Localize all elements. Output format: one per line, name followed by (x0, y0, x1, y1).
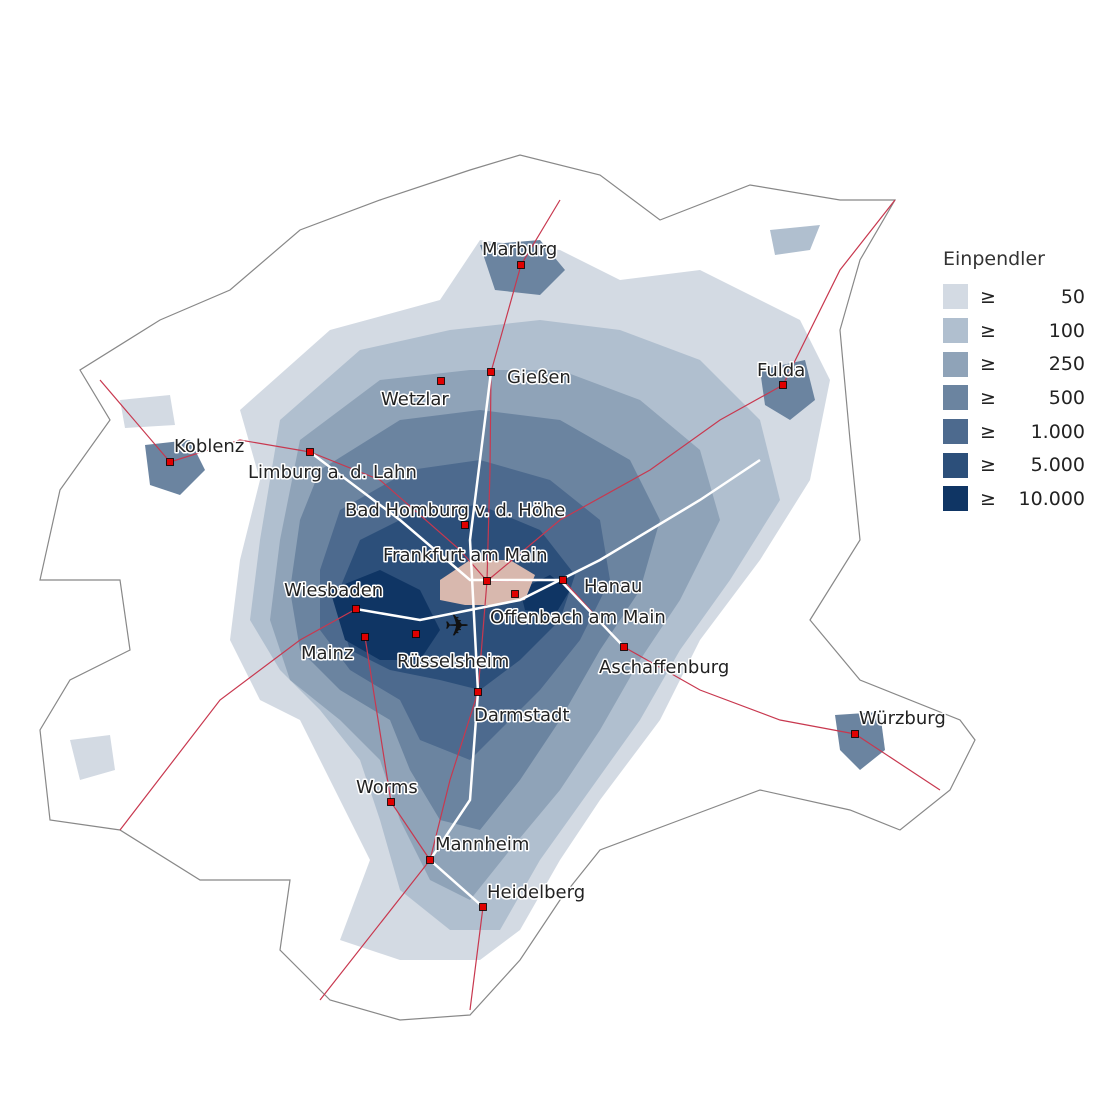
city-label: Heidelberg (487, 882, 585, 903)
legend-item: ≥ 10.000 (943, 482, 1093, 516)
city-marker (779, 381, 787, 389)
legend-item: ≥ 5.000 (943, 448, 1093, 482)
city-marker (517, 261, 525, 269)
city-marker (361, 633, 369, 641)
city-marker (511, 590, 519, 598)
city-label: Hanau (584, 576, 642, 597)
city-marker (437, 377, 445, 385)
legend-value: 10.000 (1018, 487, 1085, 510)
class-100 (770, 225, 820, 255)
class-500 (835, 712, 885, 770)
city-label: Darmstadt (474, 705, 569, 726)
legend-symbol: ≥ (980, 454, 996, 477)
legend-swatch (943, 419, 968, 445)
city-label: Würzburg (859, 708, 946, 729)
legend-item: ≥ 50 (943, 280, 1093, 314)
city-marker (851, 730, 859, 738)
legend-swatch (943, 318, 968, 344)
class-50 (70, 735, 115, 780)
legend-symbol: ≥ (980, 420, 996, 443)
city-marker (352, 605, 360, 613)
city-label: Wetzlar (381, 389, 449, 410)
city-marker (387, 798, 395, 806)
legend-item: ≥ 100 (943, 314, 1093, 348)
city-label: Aschaffenburg (599, 657, 729, 678)
city-label: Rüsselsheim (397, 651, 509, 672)
legend-value: 5.000 (1030, 454, 1085, 477)
city-label: Marburg (482, 239, 557, 260)
city-marker (426, 856, 434, 864)
city-marker (412, 630, 420, 638)
city-label: Frankfurt am Main (383, 545, 548, 566)
city-marker (620, 643, 628, 651)
class-50 (120, 395, 175, 428)
class-500 (145, 440, 205, 495)
city-label: Bad Homburg v. d. Höhe (345, 500, 565, 521)
class-10000 (520, 575, 570, 615)
legend-symbol: ≥ (980, 319, 996, 342)
choropleth (70, 225, 885, 960)
city-label: Offenbach am Main (490, 607, 666, 628)
legend-symbol: ≥ (980, 353, 996, 376)
city-label: Fulda (757, 360, 805, 381)
legend-symbol: ≥ (980, 285, 996, 308)
city-marker (483, 577, 491, 585)
legend-swatch (943, 385, 968, 411)
city-label: Mainz (301, 643, 353, 664)
legend-symbol: ≥ (980, 386, 996, 409)
legend-item: ≥ 250 (943, 347, 1093, 381)
city-marker (461, 521, 469, 529)
city-label: Limburg a. d. Lahn (248, 462, 417, 483)
city-label: Gießen (507, 367, 571, 388)
legend-swatch (943, 351, 968, 377)
legend-swatch (943, 284, 968, 310)
city-marker (479, 903, 487, 911)
city-marker (166, 458, 174, 466)
city-label: Koblenz (174, 436, 244, 457)
city-label: Mannheim (435, 834, 529, 855)
legend-item: ≥ 500 (943, 381, 1093, 415)
legend-swatch (943, 452, 968, 478)
legend: Einpendler ≥ 50 ≥ 100 ≥ 250 ≥ 500 ≥ 1.00… (943, 248, 1093, 516)
legend-value: 250 (1048, 353, 1085, 376)
legend-value: 1.000 (1030, 420, 1085, 443)
legend-value: 500 (1048, 386, 1085, 409)
legend-value: 100 (1048, 319, 1085, 342)
legend-swatch (943, 486, 968, 512)
city-marker (487, 368, 495, 376)
city-marker (306, 448, 314, 456)
class-500 (760, 360, 815, 420)
city-marker (474, 688, 482, 696)
airplane-icon: ✈ (444, 609, 469, 644)
city-marker (559, 576, 567, 584)
city-label: Worms (356, 777, 418, 798)
city-label: Wiesbaden (284, 580, 383, 601)
legend-value: 50 (1060, 285, 1085, 308)
city-layer: Marburg Gießen Wetzlar Fulda KoblenzLimburg … (166, 238, 947, 911)
legend-symbol: ≥ (980, 487, 996, 510)
legend-item: ≥ 1.000 (943, 415, 1093, 449)
legend-title: Einpendler (943, 248, 1045, 270)
